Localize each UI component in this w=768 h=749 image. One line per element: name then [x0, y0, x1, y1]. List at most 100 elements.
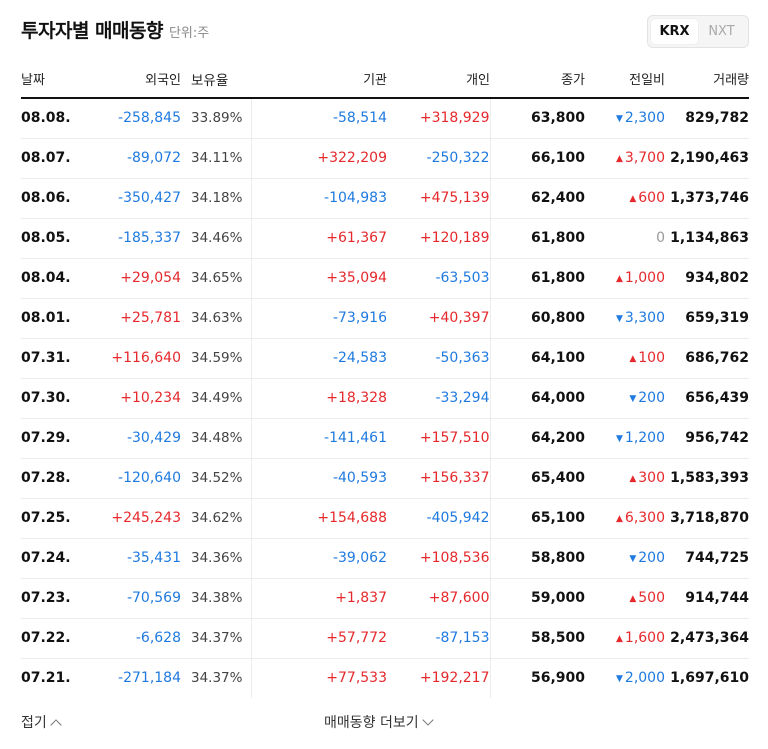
row-institution: -73,916	[332, 310, 387, 326]
row-change-value: 3,700	[624, 150, 665, 166]
row-close: 63,800	[530, 110, 585, 127]
row-change-value: 1,200	[624, 430, 665, 446]
row-change-value: 300	[638, 470, 665, 486]
caret-up-icon: ▲	[615, 514, 623, 524]
row-date: 07.23.	[21, 590, 71, 606]
row-institution: +57,772	[326, 630, 387, 646]
market-toggle-krx[interactable]: KRX	[651, 19, 698, 44]
row-individual: -250,322	[387, 138, 491, 178]
row-date: 07.24.	[21, 550, 71, 566]
table-header-row: 날짜 외국인 보유율 기관 개인 종가 전일비 거래량	[21, 60, 749, 98]
row-change-value: 200	[638, 550, 665, 566]
row-individual: +192,217	[387, 658, 491, 698]
col-header-foreign: 외국인	[145, 73, 181, 88]
row-institution: -104,983	[324, 190, 387, 206]
col-header-individual: 개인	[466, 73, 490, 88]
table-row: 07.30. +10,234 34.49% +18,328 -33,294 64,000 ▼…	[21, 378, 749, 418]
col-header-institution: 기관	[363, 73, 387, 88]
table-row: 07.22. -6,628 34.37% +57,772 -87,153 58,500 ▲ 1…	[21, 618, 749, 658]
market-toggle-nxt[interactable]: NXT	[708, 24, 735, 39]
table-row: 07.21. -271,184 34.37% +77,533 +192,217 56,90…	[21, 658, 749, 698]
caret-up-icon: ▲	[629, 354, 637, 364]
row-date: 08.06.	[21, 190, 71, 206]
caret-up-icon: ▲	[629, 194, 637, 204]
row-change: ▼ 2,300	[585, 98, 665, 138]
row-change: 0	[585, 218, 665, 258]
row-individual: +475,139	[387, 178, 491, 218]
col-header-holding-rate: 보유율	[191, 72, 229, 89]
row-individual: +87,600	[387, 578, 491, 618]
row-close: 62,400	[530, 190, 585, 206]
row-foreign: -89,072	[126, 150, 181, 166]
row-date: 07.22.	[21, 630, 71, 646]
row-change: ▼ 2,000	[585, 658, 665, 698]
chevron-down-icon	[421, 714, 434, 726]
row-change: ▲ 6,300	[585, 498, 665, 538]
row-holding-rate: 33.89%	[181, 98, 252, 138]
row-date: 07.28.	[21, 470, 71, 486]
row-individual: +108,536	[387, 538, 491, 578]
row-foreign: -350,427	[118, 190, 181, 206]
row-change: ▼ 200	[585, 378, 665, 418]
row-institution: -24,583	[332, 350, 387, 366]
caret-down-icon: ▼	[615, 434, 623, 444]
row-close: 61,800	[530, 230, 585, 246]
row-volume: 1,697,610	[670, 670, 749, 687]
row-individual: +157,510	[387, 418, 491, 458]
row-institution: +154,688	[317, 510, 387, 526]
row-change: ▲ 3,700	[585, 138, 665, 178]
caret-up-icon: ▲	[615, 274, 623, 284]
more-trading-button[interactable]: 매매동향 더보기	[324, 712, 434, 732]
row-holding-rate: 34.38%	[181, 578, 252, 618]
col-header-volume: 거래량	[713, 73, 749, 88]
caret-down-icon: ▼	[629, 394, 637, 404]
row-foreign: +29,054	[120, 270, 181, 286]
row-volume: 1,134,863	[670, 230, 749, 246]
table-row: 07.29. -30,429 34.48% -141,461 +157,510 64,20…	[21, 418, 749, 458]
row-close: 64,000	[530, 390, 585, 406]
row-date: 08.08.	[21, 110, 71, 127]
row-close: 66,100	[530, 150, 585, 166]
row-date: 08.05.	[21, 230, 71, 246]
row-close: 56,900	[530, 670, 585, 687]
row-change: ▼ 200	[585, 538, 665, 578]
row-change: ▲ 500	[585, 578, 665, 618]
table-row: 07.25. +245,243 34.62% +154,688 -405,942 65,1…	[21, 498, 749, 538]
row-volume: 934,802	[685, 270, 749, 286]
more-label: 매매동향 더보기	[324, 715, 419, 731]
table-row: 07.31. +116,640 34.59% -24,583 -50,363 64,100…	[21, 338, 749, 378]
row-volume: 2,473,364	[670, 630, 749, 646]
table-row: 07.23. -70,569 34.38% +1,837 +87,600 59,000 ▲ 5…	[21, 578, 749, 618]
panel-header: 투자자별 매매동향 단위:주	[21, 16, 209, 46]
row-date: 08.01.	[21, 310, 71, 326]
row-foreign: -258,845	[118, 110, 181, 127]
col-header-date: 날짜	[21, 73, 45, 88]
row-holding-rate: 34.62%	[181, 498, 252, 538]
row-institution: -141,461	[324, 430, 387, 446]
row-individual: -50,363	[387, 338, 491, 378]
row-volume: 686,762	[685, 350, 749, 366]
caret-down-icon: ▼	[615, 314, 623, 324]
row-holding-rate: 34.46%	[181, 218, 252, 258]
row-holding-rate: 34.52%	[181, 458, 252, 498]
row-volume: 1,583,393	[670, 470, 749, 486]
row-close: 61,800	[530, 270, 585, 286]
row-volume: 3,718,870	[670, 510, 749, 526]
row-date: 08.07.	[21, 150, 71, 166]
row-close: 58,800	[530, 550, 585, 566]
chevron-up-icon	[50, 719, 62, 731]
row-institution: -40,593	[332, 470, 387, 486]
fold-button[interactable]: 접기	[21, 712, 62, 732]
row-close: 64,100	[530, 350, 585, 366]
row-holding-rate: 34.18%	[181, 178, 252, 218]
row-holding-rate: 34.11%	[181, 138, 252, 178]
row-change: ▼ 3,300	[585, 298, 665, 338]
row-change-value: 2,000	[624, 670, 665, 687]
row-change: ▲ 100	[585, 338, 665, 378]
row-foreign: -120,640	[118, 470, 181, 486]
row-holding-rate: 34.63%	[181, 298, 252, 338]
row-change-value: 1,000	[624, 270, 665, 286]
col-header-close: 종가	[561, 73, 585, 88]
caret-down-icon: ▼	[629, 554, 637, 564]
